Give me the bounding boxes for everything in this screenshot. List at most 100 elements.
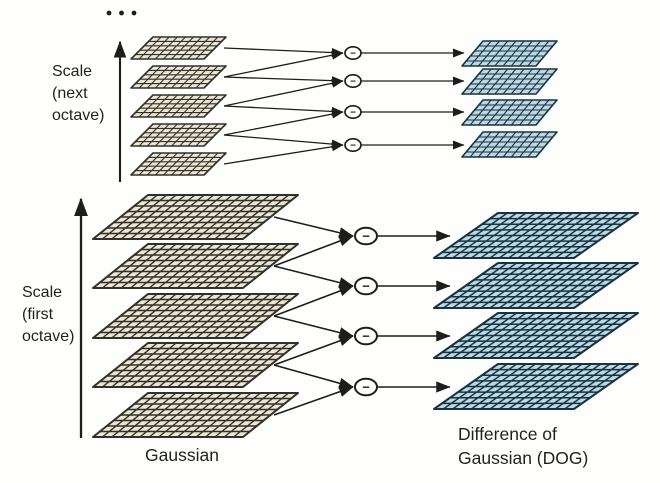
gaussian-caption: Gaussian	[145, 445, 219, 465]
subtract-node: −	[354, 326, 378, 346]
grid-outline	[92, 342, 299, 388]
grid-outline	[461, 99, 558, 126]
grid-fill	[131, 95, 226, 117]
grid-outline	[461, 68, 558, 95]
grid-fill	[462, 69, 557, 94]
subtract-input-arrow	[273, 364, 354, 389]
gaussian-layer	[92, 293, 299, 339]
grid-lines	[99, 194, 292, 240]
subtract-input-arrow	[223, 142, 344, 165]
subtract-input-arrow	[273, 285, 354, 317]
subtract-node: −	[344, 137, 362, 153]
first-octave-dog-stack	[433, 212, 639, 410]
gaussian-layer	[92, 243, 299, 289]
gaussian-layer	[130, 123, 227, 147]
minus-icon: −	[362, 379, 370, 394]
subtract-input-arrow	[223, 109, 344, 136]
subtract-node: −	[344, 73, 362, 89]
subtract-circle	[344, 45, 362, 61]
arrows	[223, 47, 465, 416]
grid-outline	[130, 65, 227, 89]
first-octave-gaussian-stack	[92, 194, 299, 438]
subtract-circle	[344, 104, 362, 120]
gaussian-layer	[92, 342, 299, 388]
subtract-input-arrow	[223, 47, 344, 58]
continuation-dots-icon	[106, 10, 137, 16]
minus-icon: −	[362, 228, 370, 243]
grid-lines	[135, 152, 222, 176]
minus-icon: −	[350, 48, 356, 59]
subtract-input-arrow	[273, 216, 354, 239]
next-octave-dog-stack	[461, 40, 558, 158]
grid-fill	[462, 41, 557, 66]
grid-outline	[433, 262, 639, 309]
grid-outline	[130, 152, 227, 176]
grid-lines	[135, 36, 222, 60]
grid-lines	[466, 131, 553, 158]
grid-outline	[92, 243, 299, 289]
gaussian-layer	[92, 392, 299, 438]
minus-icon: −	[350, 107, 356, 118]
minus-icon: −	[362, 328, 370, 343]
subtract-input-arrow	[223, 105, 344, 116]
dog-layer	[433, 363, 639, 410]
grid-lines	[466, 68, 553, 95]
grid-lines	[442, 363, 630, 410]
grid-outline	[92, 293, 299, 339]
subtract-input-arrow	[273, 265, 354, 289]
grid-fill	[131, 37, 226, 59]
subtract-input-arrow	[223, 78, 344, 107]
next-octave-gaussian-stack	[130, 36, 227, 176]
grid-lines	[99, 243, 292, 289]
subtract-node: −	[354, 226, 378, 246]
gaussian-layer	[92, 194, 299, 240]
grid-lines	[135, 123, 222, 147]
subtract-node: −	[354, 377, 378, 397]
minus-icon: −	[350, 140, 356, 151]
grid-lines	[99, 293, 292, 339]
grid-outline	[92, 194, 299, 240]
grid-lines	[466, 99, 553, 126]
subtract-circle	[344, 137, 362, 153]
dog-layer	[461, 99, 558, 126]
dog-layer	[433, 262, 639, 309]
pyramid-layers: − − − − − − − −	[92, 36, 639, 438]
gaussian-layer	[130, 65, 227, 89]
grid-lines	[135, 65, 222, 89]
grid-outline	[433, 312, 639, 359]
grid-lines	[442, 262, 630, 309]
grid-fill	[462, 100, 557, 125]
grid-outline	[130, 94, 227, 118]
grid-lines	[466, 40, 553, 67]
grid-outline	[130, 36, 227, 60]
gaussian-layer	[130, 94, 227, 118]
subtract-input-arrow	[273, 335, 354, 366]
grid-lines	[135, 94, 222, 118]
dog-layer	[461, 131, 558, 158]
minus-icon: −	[362, 278, 370, 293]
subtract-input-arrow	[273, 235, 354, 267]
subtract-circle	[354, 226, 378, 246]
scale-next-octave-label: Scale (next octave)	[52, 63, 104, 124]
subtract-input-arrow	[223, 134, 344, 149]
dog-layer	[433, 312, 639, 359]
subtract-node: −	[354, 276, 378, 296]
subtract-circle	[354, 326, 378, 346]
grid-fill	[462, 132, 557, 157]
subtract-node: −	[344, 45, 362, 61]
dog-layer	[461, 68, 558, 95]
subtract-input-arrow	[223, 76, 344, 86]
subtract-node: −	[344, 104, 362, 120]
dog-layer	[433, 212, 639, 259]
dog-caption: Difference of Gaussian (DOG)	[458, 424, 588, 468]
subtract-circle	[354, 276, 378, 296]
gaussian-layer	[130, 36, 227, 60]
minus-icon: −	[350, 76, 356, 87]
dog-layer	[461, 40, 558, 67]
grid-outline	[92, 392, 299, 438]
grid-fill	[131, 124, 226, 146]
subtract-input-arrow	[273, 386, 354, 416]
subtract-input-arrow	[273, 315, 354, 339]
